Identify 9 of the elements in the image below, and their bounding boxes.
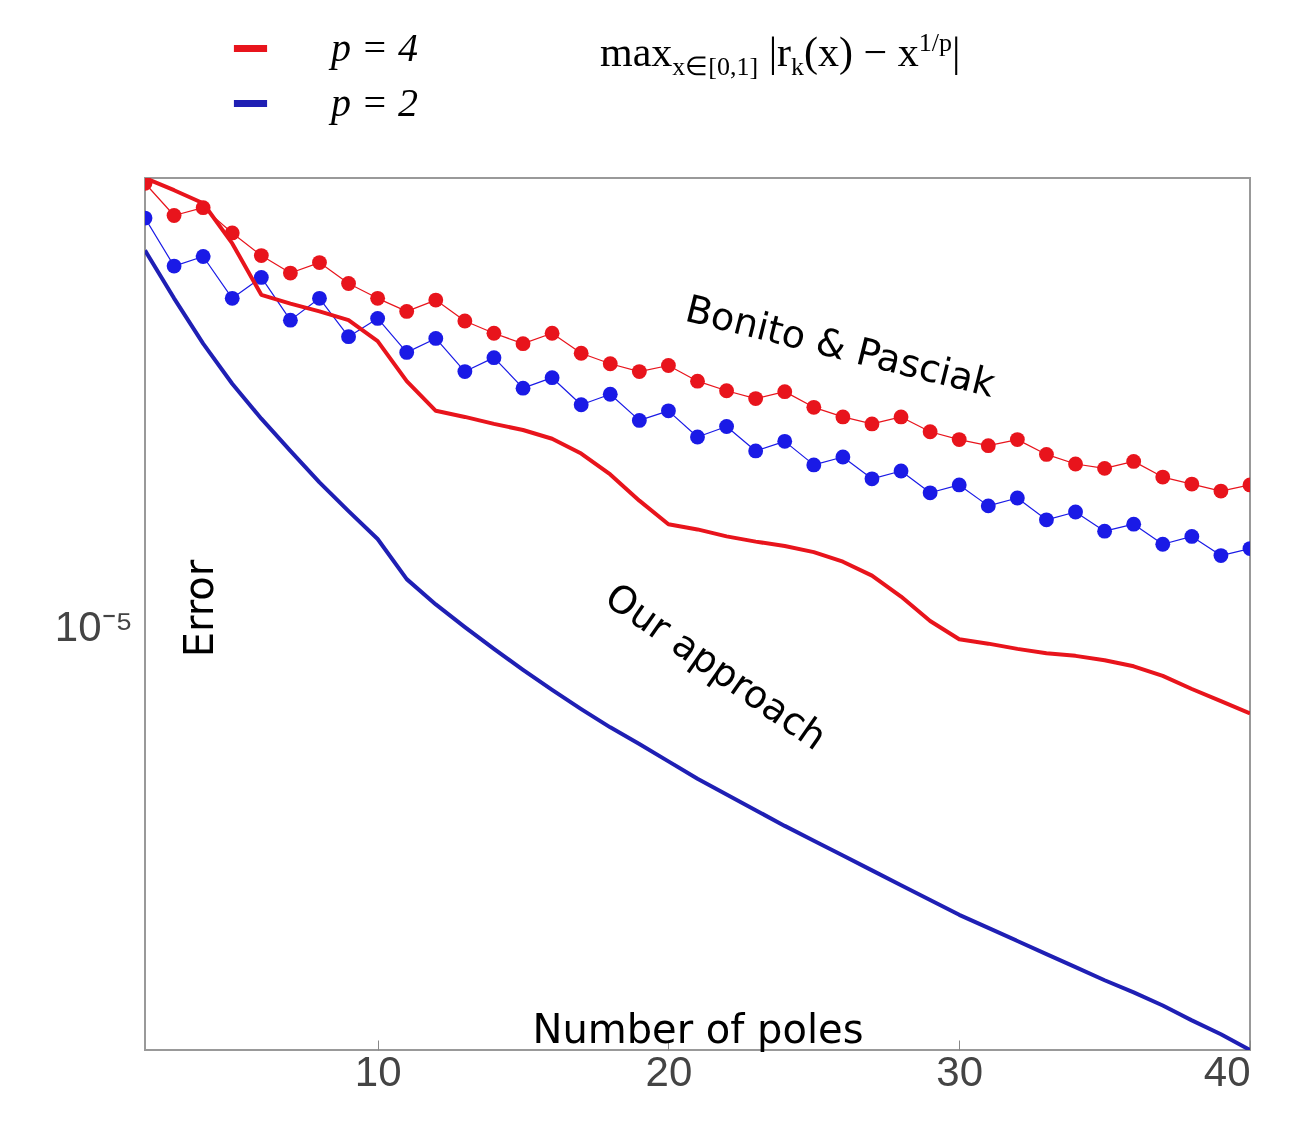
legend-label: p = 4 xyxy=(328,24,418,70)
x-tick-label: 10 xyxy=(354,1047,402,1095)
y-axis-title: Error xyxy=(175,559,222,658)
annotation: Bonito & Pasciak xyxy=(681,286,1000,406)
x-tick-label: 40 xyxy=(1203,1047,1251,1095)
chart-title: max$_{x∈[0,1]}$ |r$_{k}$(x) − x$^{1/p}$| xyxy=(600,28,961,83)
text: 10⁻⁵ xyxy=(54,603,133,650)
x-tick-label: 30 xyxy=(936,1047,984,1095)
legend-label: p = 2 xyxy=(328,79,418,125)
